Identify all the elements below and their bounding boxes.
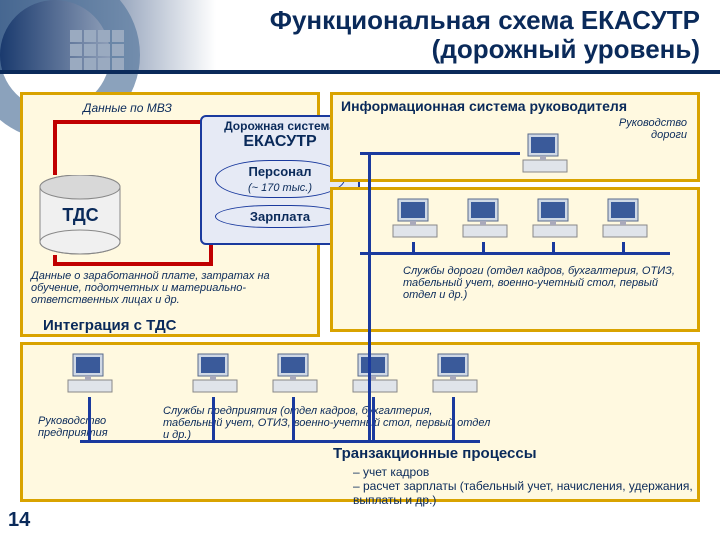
left-section: Интеграция с ТДС (43, 317, 176, 334)
title-line2: (дорожный уровень) (432, 34, 700, 64)
pill-salary-label: Зарплата (250, 209, 310, 224)
bus-v-3 (552, 242, 555, 254)
grid-icon (70, 30, 124, 70)
pill-personal-l1: Персонал (248, 164, 311, 179)
left-desc: Данные о заработанной плате, затратах на… (31, 270, 311, 306)
bus-v-1 (412, 242, 415, 254)
bus-v-main (368, 152, 371, 442)
computer-bot-2 (190, 352, 240, 397)
tds-cylinder: ТДС (38, 175, 123, 255)
trans-item1: – учет кадров (353, 465, 429, 479)
red-line-h1 (53, 120, 213, 124)
bus-v-b1 (88, 397, 91, 442)
right-sub: Руководство дороги (587, 117, 687, 141)
pill-salary: Зарплата (215, 205, 345, 228)
computer-mid-2 (460, 197, 510, 242)
bus-v-b5 (452, 397, 455, 442)
pill-personal: Персонал (~ 170 тыс.) (215, 160, 345, 198)
diagram-main: Данные по МВЗ ТДС Данные о заработанной … (20, 92, 700, 512)
right-header: Информационная система руководителя (341, 98, 627, 114)
bus-h-top (360, 152, 520, 155)
red-line-h2 (53, 262, 213, 266)
page-number: 14 (8, 509, 30, 532)
bus-v-b4 (372, 397, 375, 442)
computer-bot-1 (65, 352, 115, 397)
computer-mid-1 (390, 197, 440, 242)
bus-v-b2 (212, 397, 215, 442)
title-underline (0, 70, 720, 74)
computer-bot-4 (350, 352, 400, 397)
computer-bot-3 (270, 352, 320, 397)
trans-item2: – расчет зарплаты (табельный учет, начис… (353, 479, 693, 507)
mid-desc: Службы дороги (отдел кадров, бухгалтерия… (403, 265, 693, 301)
computer-mid-3 (530, 197, 580, 242)
computer-top (520, 132, 570, 177)
bus-v-b3 (292, 397, 295, 442)
pill-personal-l2: (~ 170 тыс.) (248, 182, 312, 194)
cylinder-label: ТДС (38, 205, 123, 226)
computer-bot-5 (430, 352, 480, 397)
page-title: Функциональная схема ЕКАСУТР (дорожный у… (270, 6, 700, 63)
header: Функциональная схема ЕКАСУТР (дорожный у… (0, 0, 720, 100)
title-line1: Функциональная схема ЕКАСУТР (270, 5, 700, 35)
bus-h-bot (80, 440, 480, 443)
trans-header: Транзакционные процессы (333, 445, 537, 462)
bus-v-4 (622, 242, 625, 254)
left-top-label: Данные по МВЗ (83, 101, 172, 115)
right-top-box: Информационная система руководителя Руко… (330, 92, 700, 182)
red-line-v1 (53, 120, 57, 175)
computer-mid-4 (600, 197, 650, 242)
bus-v-2 (482, 242, 485, 254)
